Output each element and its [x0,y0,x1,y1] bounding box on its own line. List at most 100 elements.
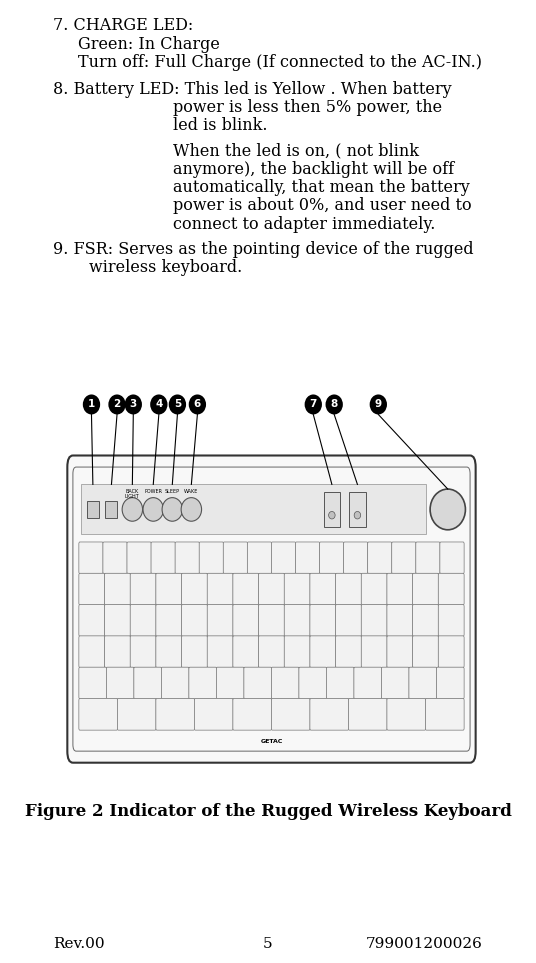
Ellipse shape [189,395,206,414]
Text: 2: 2 [114,400,121,409]
FancyBboxPatch shape [354,667,382,699]
FancyBboxPatch shape [436,667,464,699]
FancyBboxPatch shape [156,605,182,637]
Text: WAKE: WAKE [184,489,198,494]
FancyBboxPatch shape [438,605,464,637]
FancyBboxPatch shape [182,605,207,637]
FancyBboxPatch shape [117,698,156,730]
FancyBboxPatch shape [189,667,217,699]
FancyBboxPatch shape [387,698,426,730]
FancyBboxPatch shape [105,636,130,667]
FancyBboxPatch shape [271,542,296,574]
FancyBboxPatch shape [336,573,361,605]
FancyBboxPatch shape [319,542,344,574]
FancyBboxPatch shape [73,467,470,751]
FancyBboxPatch shape [79,636,105,667]
FancyBboxPatch shape [387,636,413,667]
FancyBboxPatch shape [217,667,244,699]
FancyBboxPatch shape [413,573,438,605]
Text: Figure 2 Indicator of the Rugged Wireless Keyboard: Figure 2 Indicator of the Rugged Wireles… [25,803,511,820]
Ellipse shape [143,498,163,521]
FancyBboxPatch shape [233,698,272,730]
Bar [106,501,117,518]
FancyBboxPatch shape [361,605,387,637]
Text: 7: 7 [310,400,317,409]
FancyBboxPatch shape [79,605,105,637]
FancyBboxPatch shape [271,698,310,730]
Ellipse shape [150,395,168,414]
Text: 799001200026: 799001200026 [366,937,482,951]
FancyBboxPatch shape [258,605,285,637]
FancyBboxPatch shape [310,636,336,667]
Text: 8. Battery LED: This led is Yellow . When battery: 8. Battery LED: This led is Yellow . Whe… [54,81,452,98]
FancyBboxPatch shape [440,542,464,574]
FancyBboxPatch shape [387,573,413,605]
Text: wireless keyboard.: wireless keyboard. [89,259,242,276]
FancyBboxPatch shape [199,542,224,574]
FancyBboxPatch shape [247,542,272,574]
Text: anymore), the backlight will be off: anymore), the backlight will be off [173,161,454,178]
Ellipse shape [181,498,202,521]
Text: POWER: POWER [144,489,162,494]
Bar [324,492,340,527]
FancyBboxPatch shape [336,605,361,637]
FancyBboxPatch shape [258,636,285,667]
FancyBboxPatch shape [105,573,130,605]
FancyBboxPatch shape [244,667,272,699]
Ellipse shape [329,511,335,519]
Ellipse shape [354,511,361,519]
FancyBboxPatch shape [156,698,195,730]
FancyBboxPatch shape [413,636,438,667]
Text: When the led is on, ( not blink: When the led is on, ( not blink [173,143,419,160]
Ellipse shape [122,498,143,521]
Text: 8: 8 [331,400,338,409]
FancyBboxPatch shape [368,542,392,574]
FancyBboxPatch shape [156,573,182,605]
FancyBboxPatch shape [299,667,326,699]
Ellipse shape [370,395,387,414]
Bar [349,492,366,527]
FancyBboxPatch shape [207,636,233,667]
FancyBboxPatch shape [416,542,440,574]
FancyBboxPatch shape [182,573,207,605]
Text: 4: 4 [155,400,162,409]
FancyBboxPatch shape [413,605,438,637]
Text: led is blink.: led is blink. [173,117,267,135]
FancyBboxPatch shape [310,698,348,730]
FancyBboxPatch shape [409,667,437,699]
Ellipse shape [169,395,186,414]
FancyBboxPatch shape [130,636,156,667]
Text: power is about 0%, and user need to: power is about 0%, and user need to [173,197,471,215]
Text: 6: 6 [194,400,201,409]
FancyBboxPatch shape [284,573,310,605]
FancyBboxPatch shape [392,542,416,574]
FancyBboxPatch shape [134,667,161,699]
FancyBboxPatch shape [224,542,248,574]
Text: 3: 3 [130,400,137,409]
FancyBboxPatch shape [348,698,387,730]
Text: 1: 1 [88,400,95,409]
Text: BACK
LIGHT: BACK LIGHT [125,489,140,499]
FancyBboxPatch shape [127,542,151,574]
FancyBboxPatch shape [79,698,117,730]
FancyBboxPatch shape [310,605,336,637]
FancyBboxPatch shape [161,667,189,699]
FancyBboxPatch shape [438,573,464,605]
FancyBboxPatch shape [361,636,387,667]
FancyBboxPatch shape [295,542,319,574]
FancyBboxPatch shape [79,573,105,605]
FancyBboxPatch shape [284,636,310,667]
Text: connect to adapter immediately.: connect to adapter immediately. [173,216,435,233]
FancyBboxPatch shape [426,698,464,730]
FancyBboxPatch shape [233,573,259,605]
FancyBboxPatch shape [79,542,103,574]
FancyBboxPatch shape [284,605,310,637]
Ellipse shape [325,395,343,414]
FancyBboxPatch shape [233,636,259,667]
Text: 5: 5 [263,937,273,951]
Text: Green: In Charge: Green: In Charge [78,36,219,53]
Text: SLEEP: SLEEP [165,489,180,494]
FancyBboxPatch shape [382,667,409,699]
FancyBboxPatch shape [130,605,156,637]
FancyBboxPatch shape [103,542,127,574]
